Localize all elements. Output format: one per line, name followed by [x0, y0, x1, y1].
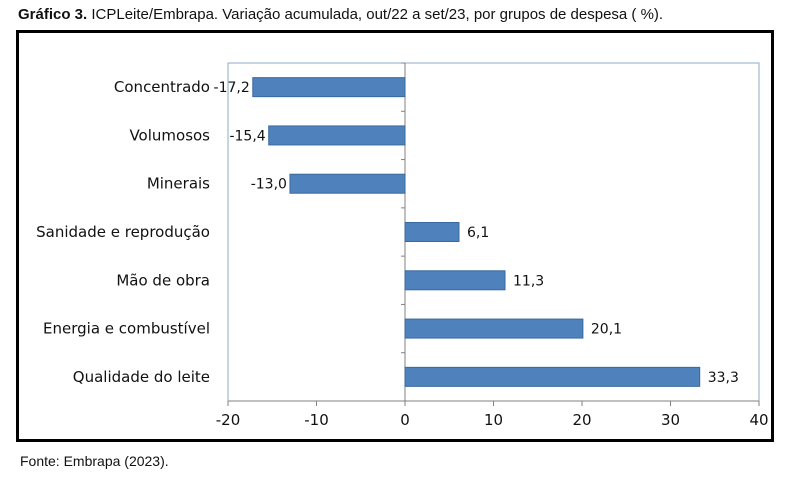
bar [268, 125, 406, 146]
x-tick-label: -10 [304, 411, 329, 429]
category-label: Qualidade do leite [73, 368, 210, 386]
category-label: Volumosos [129, 126, 210, 144]
category-label: Energia e combustível [43, 320, 210, 338]
bar [404, 270, 506, 291]
chart-title: Gráfico 3. ICPLeite/Embrapa. Variação ac… [18, 6, 663, 23]
x-tick-label: -20 [216, 411, 241, 429]
chart-title-text: ICPLeite/Embrapa. Variação acumulada, ou… [87, 6, 664, 23]
bar [404, 318, 584, 339]
bar [289, 173, 406, 194]
data-label: -13,0 [251, 177, 287, 193]
data-label: 33,3 [708, 370, 739, 386]
x-tick-label: 30 [661, 411, 680, 429]
bar [252, 77, 406, 98]
x-tick-label: 0 [400, 411, 410, 429]
x-tick-label: 10 [484, 411, 503, 429]
bar [404, 222, 460, 242]
chart-title-label: Gráfico 3. [18, 6, 88, 23]
data-label: 20,1 [591, 322, 622, 338]
source-note: Fonte: Embrapa (2023). [20, 453, 169, 469]
x-tick-label: 40 [749, 411, 768, 429]
category-label: Sanidade e reprodução [36, 223, 210, 241]
data-label: 6,1 [467, 225, 489, 241]
data-label: -15,4 [229, 128, 265, 144]
bar [404, 366, 701, 387]
category-label: Mão de obra [116, 271, 210, 289]
plot-area [227, 62, 760, 402]
category-label: Minerais [147, 175, 210, 193]
category-label: Concentrado [114, 78, 210, 96]
data-label: -17,2 [214, 80, 250, 96]
data-label: 11,3 [513, 273, 544, 289]
x-tick-label: 20 [572, 411, 591, 429]
